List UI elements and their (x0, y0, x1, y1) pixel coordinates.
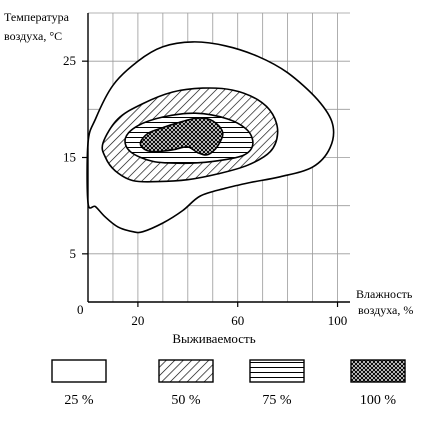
legend-item: 100 % (350, 359, 406, 408)
x-tick-label: 20 (131, 313, 144, 328)
legend-swatch (350, 359, 406, 383)
legend-item: 75 % (249, 359, 305, 408)
legend-swatch (158, 359, 214, 383)
legend-label: 75 % (262, 393, 292, 408)
tick-labels: 5 15 25 20 60 100 (63, 53, 347, 328)
x-axis-label-line2: воздуха, % (358, 303, 413, 317)
y-axis-label-line1: Температура (4, 10, 70, 24)
legend-swatch (249, 359, 305, 383)
x-tick-label: 60 (231, 313, 244, 328)
legend-title: Выживаемость (172, 331, 255, 346)
legend-swatch (51, 359, 107, 383)
y-axis-label-line2: воздуха, °С (4, 29, 62, 43)
legend-label: 50 % (171, 393, 201, 408)
survival-zones (86, 41, 335, 234)
zone-4 (139, 117, 224, 156)
legend-label: 100 % (360, 393, 397, 408)
legend: 25 % 50 % 75 % 100 % (51, 359, 406, 408)
axes (82, 13, 350, 307)
legend-item: 50 % (158, 359, 214, 408)
legend-item: 25 % (51, 359, 107, 408)
y-tick-label: 25 (63, 53, 76, 68)
legend-label: 25 % (64, 393, 94, 408)
y-tick-label: 15 (63, 150, 76, 165)
x-axis-label-line1: Влажность (356, 287, 413, 301)
origin-label: 0 (77, 302, 84, 317)
y-tick-label: 5 (70, 246, 77, 261)
x-tick-label: 100 (328, 313, 348, 328)
